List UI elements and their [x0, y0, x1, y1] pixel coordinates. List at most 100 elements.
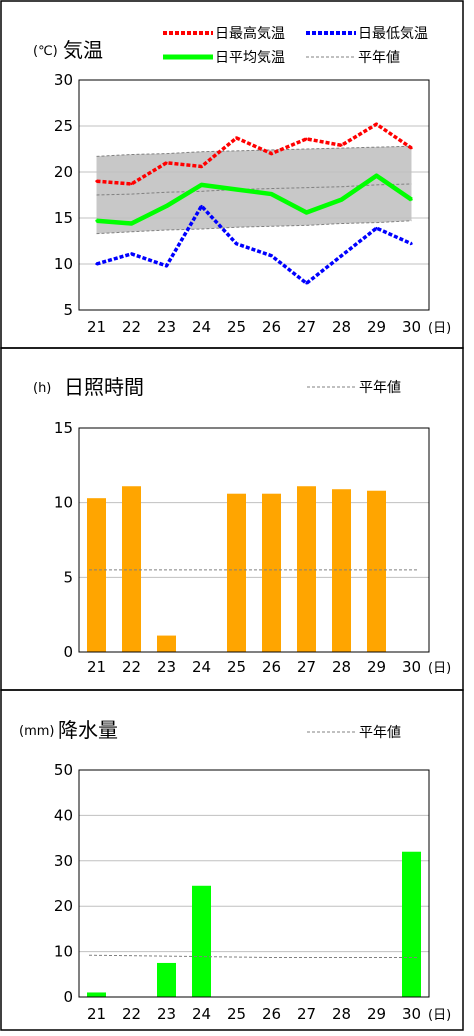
min-temperature-point	[270, 254, 273, 257]
temperature-x-tick-label: 25	[227, 318, 246, 336]
mean-temperature-point	[165, 204, 168, 208]
min-temperature-point	[130, 252, 133, 256]
sunshine-bar	[157, 635, 176, 652]
sunshine-x-tick-label: 22	[122, 658, 141, 676]
sunshine-x-unit: (日)	[428, 661, 451, 676]
precipitation-normal-line	[88, 954, 419, 959]
min-temperature-point	[95, 262, 98, 266]
mean-temperature-point	[95, 219, 98, 222]
precipitation-bar	[87, 992, 106, 997]
temperature-x-tick-label: 27	[297, 318, 316, 336]
max-temperature-point	[200, 165, 203, 168]
max-temperature-point	[95, 180, 98, 183]
sunshine-bar	[367, 490, 386, 652]
mean-temperature-line	[96, 173, 413, 226]
sunshine-bar	[297, 486, 316, 652]
precipitation-x-tick-label: 21	[87, 1005, 106, 1023]
min-temperature-point	[165, 264, 168, 268]
precipitation-x-tick-label: 24	[192, 1005, 211, 1023]
precipitation-bar	[402, 851, 421, 997]
sunshine-bar	[262, 493, 281, 652]
precipitation-x-tick-label: 28	[332, 1005, 351, 1023]
legend-max-label: 日最高気温	[215, 25, 285, 42]
sunshine-y-tick-label: 10	[54, 494, 73, 512]
precipitation-panel	[0, 689, 464, 1031]
mean-temperature-point	[305, 211, 308, 214]
temperature-y-tick-label: 5	[63, 301, 73, 319]
sunshine-x-tick-label: 30	[402, 658, 421, 676]
temperature-x-tick-label: 26	[262, 318, 281, 336]
normal-min-line	[96, 220, 412, 235]
sunshine-legend-normal-label: 平年値	[359, 380, 401, 396]
precipitation-x-tick-label: 29	[367, 1005, 386, 1023]
sunshine-x-tick-label: 26	[262, 658, 281, 676]
mean-temperature-point	[375, 174, 378, 177]
max-temperature-point	[375, 122, 378, 126]
precipitation-x-tick-label: 23	[157, 1005, 176, 1023]
max-temperature-point	[305, 137, 308, 141]
precipitation-y-tick-label: 50	[54, 761, 73, 779]
sunshine-plot-border	[78, 427, 430, 653]
temperature-y-tick-label: 30	[54, 71, 73, 89]
temperature-y-tick-label: 20	[54, 163, 73, 181]
sunshine-x-tick-label: 29	[367, 658, 386, 676]
precipitation-y-tick-label: 40	[54, 806, 73, 824]
min-temperature-point	[340, 254, 343, 257]
legend-mean-label: 日平均気温	[215, 50, 285, 66]
precipitation-x-tick-label: 25	[227, 1005, 246, 1023]
max-temperature-point	[165, 161, 168, 164]
sunshine-bar	[332, 489, 351, 652]
temperature-x-tick-label: 21	[87, 318, 106, 336]
min-temperature-point	[410, 242, 413, 245]
legend-min-label: 日最低気温	[358, 26, 428, 42]
temperature-x-tick-label: 30	[402, 318, 421, 336]
precipitation-x-unit: (日)	[428, 1008, 451, 1023]
normal-max-line	[96, 145, 412, 157]
temperature-plot-layer: 30 25 20 15 10 5 21 22 23 24 25 26 27 28 29 30	[54, 71, 430, 336]
mean-temperature-point	[200, 183, 203, 187]
precipitation-unit: (mm)	[19, 724, 54, 739]
sunshine-title: 日照時間	[64, 375, 144, 399]
temperature-x-tick-label: 28	[332, 318, 351, 336]
precipitation-x-tick-label: 27	[297, 1005, 316, 1023]
precipitation-bar	[192, 885, 211, 997]
precipitation-x-tick-label: 22	[122, 1005, 141, 1023]
sunshine-bar	[122, 486, 141, 652]
legend-normal-label: 平年値	[358, 50, 400, 66]
temperature-x-tick-label: 23	[157, 318, 176, 336]
sunshine-x-tick-label: 25	[227, 658, 246, 676]
sunshine-x-tick-label: 28	[332, 658, 351, 676]
max-temperature-line	[96, 122, 413, 186]
mean-temperature-point	[235, 188, 238, 191]
sunshine-x-tick-label: 21	[87, 658, 106, 676]
temperature-y-tick-label: 15	[54, 209, 73, 227]
mean-temperature-point	[340, 198, 343, 201]
max-temperature-point	[340, 144, 343, 147]
sunshine-bar	[227, 493, 246, 652]
temperature-y-tick-label: 10	[54, 255, 73, 273]
max-temperature-point	[235, 136, 238, 140]
max-temperature-point	[130, 182, 133, 186]
sunshine-y-tick-label: 5	[63, 568, 73, 586]
sunshine-x-tick-label: 23	[157, 658, 176, 676]
sunshine-y-tick-label: 0	[63, 643, 73, 661]
precipitation-y-tick-label: 20	[54, 897, 73, 915]
precipitation-y-tick-label: 0	[63, 988, 73, 1006]
precipitation-legend-normal-label: 平年値	[359, 725, 401, 741]
temperature-x-tick-label: 22	[122, 318, 141, 336]
mean-temperature-point	[410, 198, 413, 201]
sunshine-x-tick-label: 24	[192, 658, 211, 676]
precipitation-x-tick-label: 26	[262, 1005, 281, 1023]
min-temperature-line	[96, 204, 413, 286]
sunshine-x-tick-label: 27	[297, 658, 316, 676]
min-temperature-point	[235, 242, 238, 245]
temperature-x-tick-label: 24	[192, 318, 211, 336]
mean-temperature-point	[130, 222, 133, 225]
precipitation-bar	[157, 962, 176, 997]
temperature-title: 気温	[63, 38, 103, 62]
temperature-unit: (℃)	[33, 44, 58, 59]
min-temperature-point	[305, 282, 308, 285]
sunshine-unit: (h)	[33, 381, 51, 396]
temperature-x-tick-label: 29	[367, 318, 386, 336]
